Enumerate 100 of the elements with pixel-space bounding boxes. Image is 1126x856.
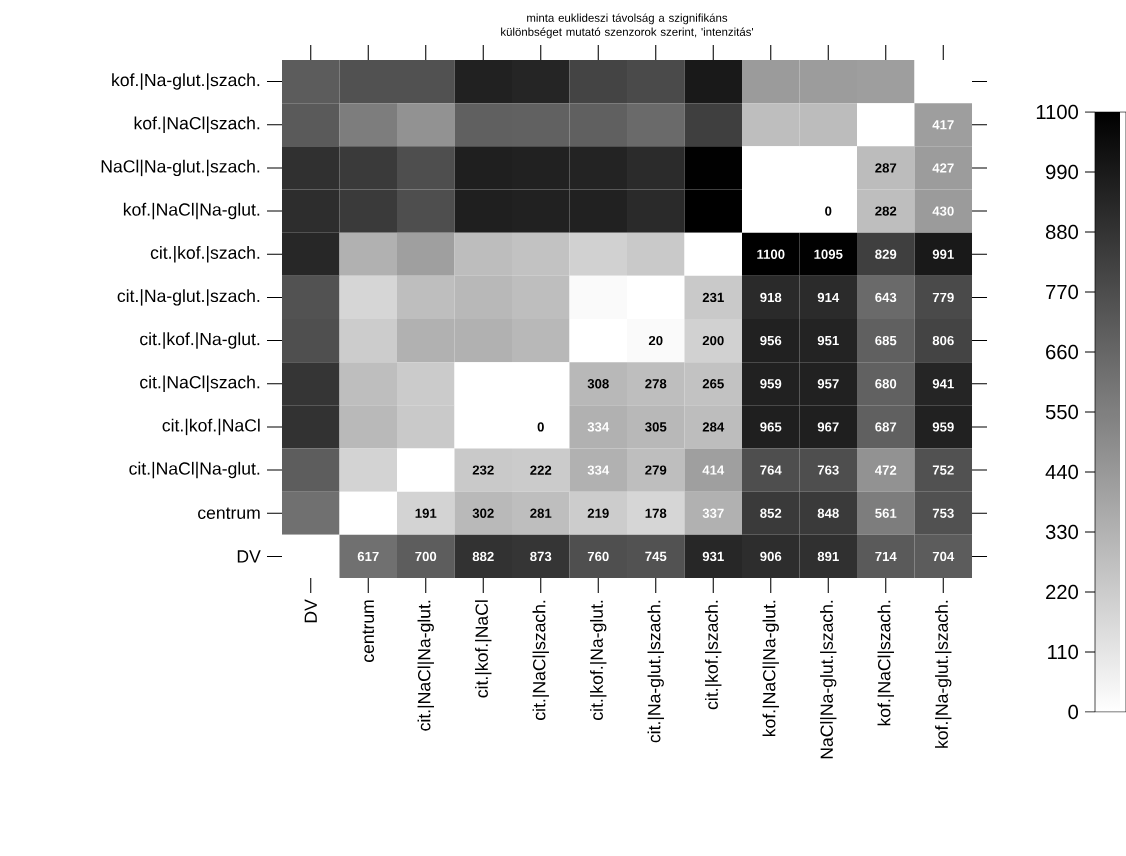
color-bar-label: 880 <box>1045 224 1078 240</box>
data-label: 219 <box>587 508 609 518</box>
data-label: 337 <box>702 508 724 518</box>
x-tick-label: kof.|NaCl|Na-glut. <box>762 600 779 737</box>
data-label: 891 <box>817 551 839 562</box>
data-label: 302 <box>472 508 494 518</box>
data-label: 334 <box>587 422 610 432</box>
y-tick-label: kof.|NaCl|szach. <box>134 116 260 133</box>
x-tick-label: cit.|kof.|Na-glut. <box>590 600 607 720</box>
data-label: 957 <box>817 379 839 389</box>
data-label: 882 <box>472 551 494 562</box>
data-label: 305 <box>645 422 667 432</box>
data-label: 20 <box>648 335 663 346</box>
data-label: 0 <box>825 206 832 216</box>
data-label: 848 <box>817 508 839 518</box>
data-label: 231 <box>702 292 724 303</box>
data-label: 430 <box>932 206 954 216</box>
y-tick-label: kof.|NaCl|Na-glut. <box>123 202 260 220</box>
x-tick-label: centrum <box>362 600 375 662</box>
data-label: 991 <box>932 249 954 259</box>
data-label: 764 <box>760 465 782 475</box>
data-label: 643 <box>875 292 897 303</box>
data-label: 0 <box>537 422 544 432</box>
data-label: 617 <box>357 551 379 562</box>
data-label: 687 <box>875 422 897 432</box>
color-bar-label: 660 <box>1046 344 1078 360</box>
x-tick-label: cit.|kof.|szach. <box>705 600 722 710</box>
data-label: 779 <box>932 292 954 303</box>
data-label: 284 <box>702 422 725 432</box>
data-label: 685 <box>875 335 897 346</box>
data-label: 178 <box>645 508 667 518</box>
data-label: 680 <box>875 379 897 389</box>
color-bar-label: 550 <box>1045 404 1078 420</box>
data-label: 279 <box>645 465 667 475</box>
data-label: 914 <box>817 292 840 303</box>
data-label: 906 <box>760 551 782 562</box>
data-label: 191 <box>415 508 437 518</box>
color-bar-label: 440 <box>1045 464 1078 480</box>
x-tick-label: kof.|Na-glut.|szach. <box>935 600 952 748</box>
color-bar-label: 0 <box>1068 704 1079 720</box>
color-bar-label: 1100 <box>1036 104 1078 120</box>
data-label: 704 <box>932 551 955 562</box>
data-label: 417 <box>932 120 954 130</box>
data-label: 265 <box>702 379 724 389</box>
data-label: 967 <box>817 422 839 432</box>
y-tick-label: cit.|kof.|NaCl <box>162 418 260 436</box>
y-tick-label: centrum <box>198 507 260 520</box>
data-label: 760 <box>587 551 609 562</box>
data-label: 806 <box>932 335 954 346</box>
data-label: 427 <box>932 163 954 173</box>
x-tick-label: cit.|NaCl|szach. <box>532 600 549 720</box>
data-label: 561 <box>875 508 897 518</box>
color-bar-label: 990 <box>1046 164 1078 180</box>
x-tick-label: NaCl|Na-glut.|szach. <box>820 600 837 759</box>
data-label: 931 <box>702 551 724 562</box>
data-label: 852 <box>760 508 782 518</box>
data-label: 951 <box>817 335 839 346</box>
data-label: 745 <box>645 551 667 562</box>
data-label: 414 <box>702 465 725 475</box>
x-tick-label: cit.|Na-glut.|szach. <box>647 600 664 743</box>
color-bar-label: 220 <box>1046 584 1078 600</box>
x-tick-label: cit.|kof.|NaCl <box>475 600 492 698</box>
color-bar-label: 110 <box>1048 644 1079 660</box>
data-label: 1095 <box>814 249 843 259</box>
data-label: 714 <box>875 551 897 561</box>
y-tick-label: cit.|kof.|szach. <box>150 246 260 263</box>
data-label: 334 <box>587 465 610 475</box>
data-label: 752 <box>932 465 954 475</box>
data-label: 222 <box>530 465 552 475</box>
y-tick-label: cit.|Na-glut.|szach. <box>117 289 260 306</box>
data-label: 956 <box>760 335 782 346</box>
data-label: 965 <box>760 422 782 432</box>
data-label: 1100 <box>757 249 785 259</box>
y-tick-label: kof.|Na-glut.|szach. <box>112 73 260 90</box>
data-label: 753 <box>932 508 954 518</box>
chart-title: minta euklideszi távolság a szignifikáns különbséget mutató szenzorok szerint, 'intenzitás' <box>501 13 754 39</box>
data-label: 700 <box>415 551 437 562</box>
data-label: 941 <box>932 379 954 389</box>
y-tick-label: NaCl|Na-glut.|szach. <box>101 159 260 177</box>
data-label: 200 <box>702 335 724 346</box>
data-label: 472 <box>874 465 897 475</box>
color-bar-label: 770 <box>1046 284 1078 300</box>
data-label: 287 <box>875 163 897 173</box>
data-label: 918 <box>760 292 782 303</box>
y-tick-label: cit.|kof.|Na-glut. <box>140 332 260 349</box>
data-label: 873 <box>530 551 552 562</box>
data-label: 763 <box>817 465 839 475</box>
y-tick-label: DV <box>237 550 261 563</box>
data-label: 232 <box>472 465 494 475</box>
y-tick-label: cit.|NaCl|Na-glut. <box>129 461 260 479</box>
data-label: 959 <box>932 422 954 432</box>
data-label: 829 <box>875 249 897 259</box>
x-tick-label: kof.|NaCl|szach. <box>877 600 894 726</box>
data-label: 959 <box>760 379 782 389</box>
data-label: 282 <box>875 206 897 216</box>
data-label: 281 <box>530 508 552 518</box>
color-bar-label: 330 <box>1045 524 1078 540</box>
x-tick-label: cit.|NaCl|Na-glut. <box>417 600 434 731</box>
x-tick-label: DV <box>304 599 317 623</box>
data-label: 278 <box>645 379 667 389</box>
